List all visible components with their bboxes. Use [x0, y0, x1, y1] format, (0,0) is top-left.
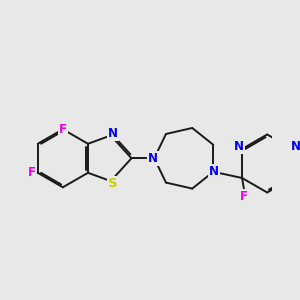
Text: F: F	[59, 123, 67, 136]
Text: N: N	[290, 140, 300, 153]
Text: N: N	[108, 127, 118, 140]
Text: S: S	[108, 177, 118, 190]
Text: F: F	[240, 190, 248, 203]
Text: N: N	[209, 165, 219, 178]
Text: N: N	[148, 152, 158, 165]
Text: F: F	[28, 166, 35, 179]
Text: N: N	[234, 140, 244, 153]
